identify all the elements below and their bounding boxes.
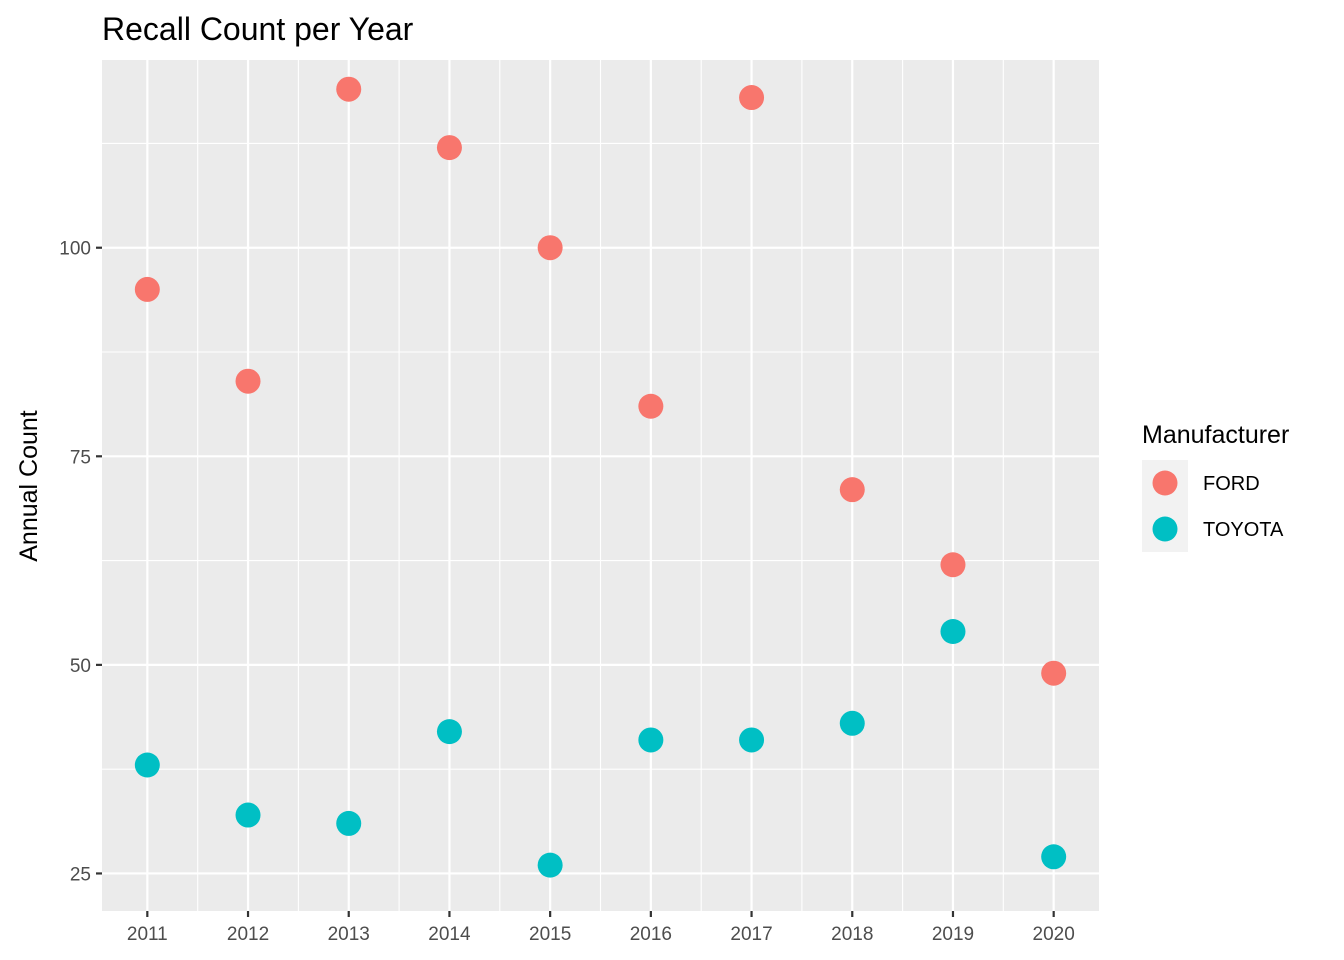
x-tick-label: 2019 xyxy=(932,924,974,945)
point-ford-2012 xyxy=(235,368,261,394)
point-ford-2013 xyxy=(336,76,362,102)
point-toyota-2013 xyxy=(336,810,362,836)
point-toyota-2020 xyxy=(1041,844,1067,870)
x-tick-label: 2020 xyxy=(1033,924,1075,945)
y-tick-label: 100 xyxy=(59,239,91,260)
legend-label-toyota: TOYOTA xyxy=(1203,519,1284,541)
point-toyota-2018 xyxy=(839,710,865,736)
legend-title: Manufacturer xyxy=(1142,421,1289,449)
series-ford xyxy=(134,76,1067,686)
x-tick-label: 2016 xyxy=(630,924,672,945)
point-toyota-2017 xyxy=(739,727,765,753)
legend-label-ford: FORD xyxy=(1203,473,1260,495)
point-ford-2016 xyxy=(638,393,664,419)
x-tick-label: 2011 xyxy=(127,924,168,945)
point-ford-2020 xyxy=(1041,660,1067,686)
x-tick-label: 2015 xyxy=(529,924,571,945)
series-toyota xyxy=(134,619,1067,878)
point-toyota-2012 xyxy=(235,802,261,828)
y-tick-label: 25 xyxy=(70,864,91,885)
x-tick-label: 2018 xyxy=(831,924,873,945)
x-axis: 2011 2012 2013 2014 2015 2016 2017 2018 2019 2020 xyxy=(127,911,1075,945)
point-toyota-2016 xyxy=(638,727,664,753)
y-tick-label: 75 xyxy=(70,447,91,468)
point-toyota-2015 xyxy=(537,852,563,878)
chart-title: Recall Count per Year xyxy=(102,11,414,47)
legend-key-ford xyxy=(1152,470,1178,496)
legend-key-toyota xyxy=(1152,516,1178,542)
grid-minor xyxy=(102,60,1099,911)
point-ford-2019 xyxy=(940,552,966,578)
data-points xyxy=(134,76,1067,878)
point-ford-2011 xyxy=(134,276,160,302)
x-tick-label: 2013 xyxy=(328,924,370,945)
point-toyota-2014 xyxy=(436,719,462,745)
legend: Manufacturer FORD TOYOTA xyxy=(1142,421,1289,552)
point-ford-2015 xyxy=(537,235,563,261)
point-ford-2014 xyxy=(436,135,462,161)
x-tick-label: 2017 xyxy=(730,924,772,945)
point-toyota-2011 xyxy=(134,752,160,778)
y-axis: 25 50 75 100 xyxy=(59,239,102,885)
grid-major xyxy=(102,60,1099,911)
point-ford-2018 xyxy=(839,477,865,503)
x-tick-label: 2012 xyxy=(227,924,269,945)
y-tick-label: 50 xyxy=(70,656,91,677)
point-ford-2017 xyxy=(739,85,765,111)
point-toyota-2019 xyxy=(940,619,966,645)
y-axis-title: Annual Count xyxy=(15,410,43,562)
x-tick-label: 2014 xyxy=(428,924,471,945)
